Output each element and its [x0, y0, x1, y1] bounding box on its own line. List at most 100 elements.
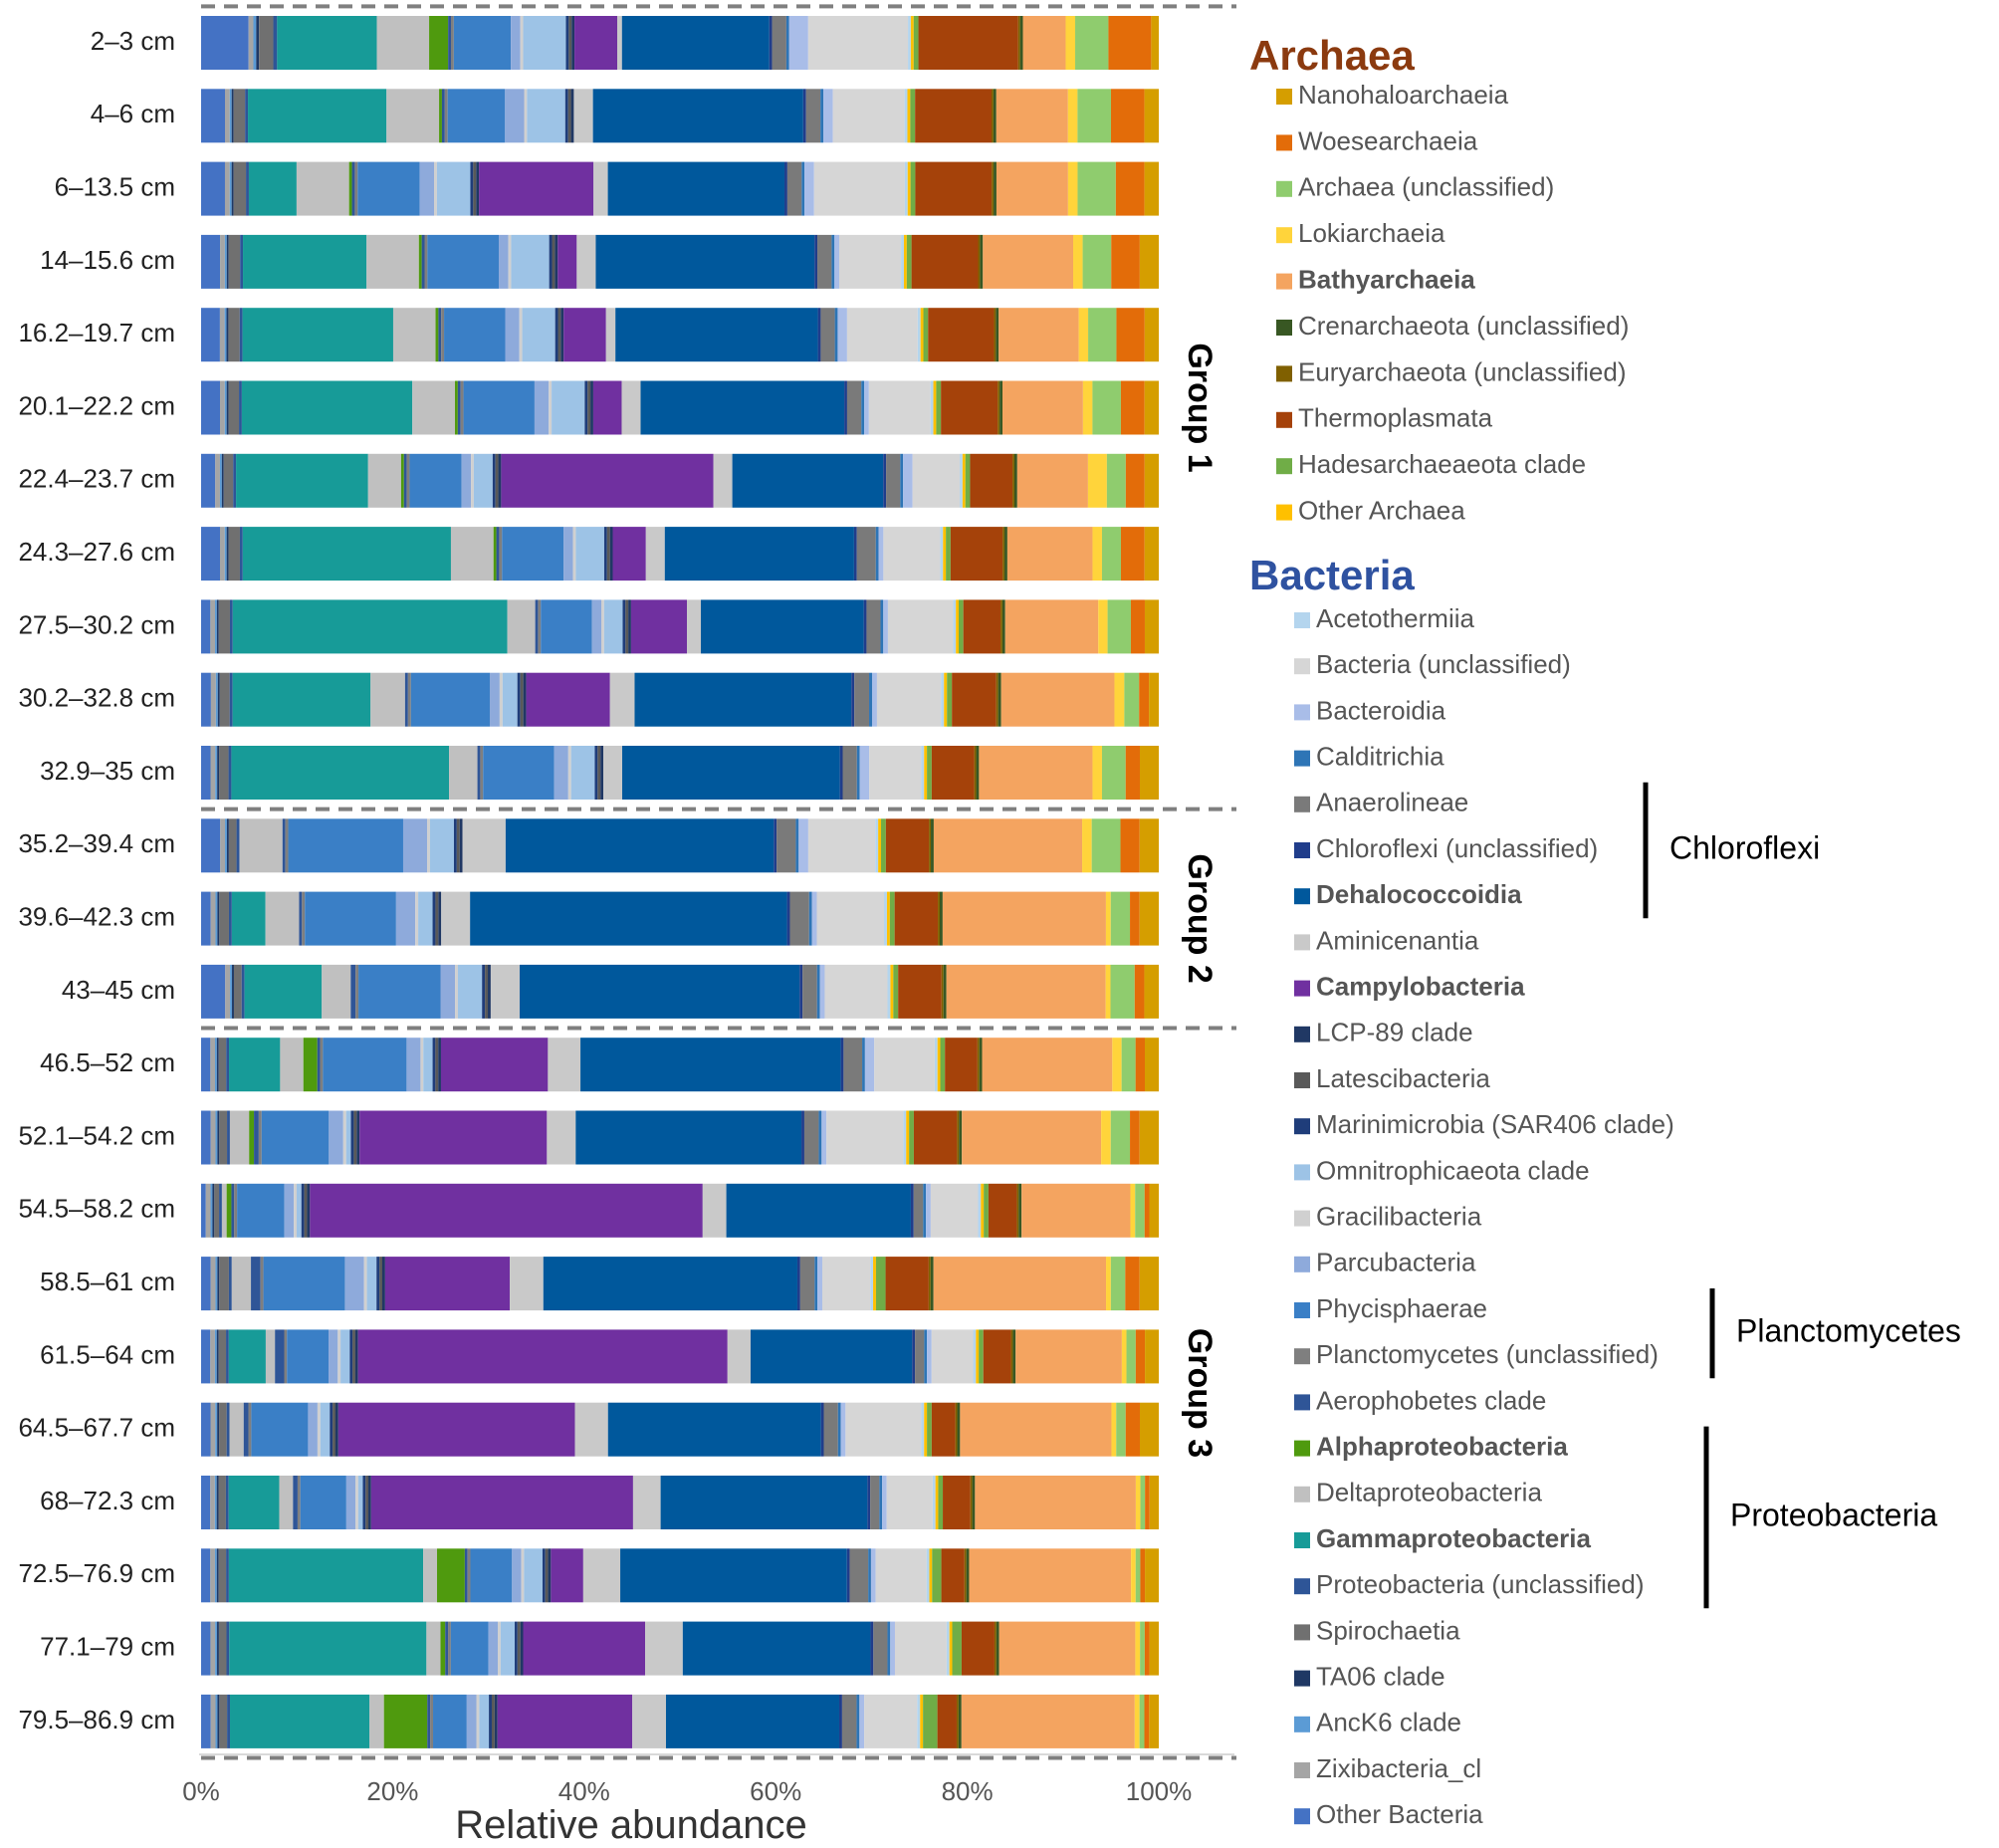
legend-swatch — [1294, 1164, 1310, 1181]
bar-segment — [560, 308, 564, 362]
bar-segment — [938, 1476, 944, 1529]
bar-segment — [958, 1694, 962, 1748]
bar-segment — [750, 1329, 913, 1384]
bar-segment — [226, 1402, 230, 1457]
bar-segment — [814, 1257, 818, 1311]
bar-segment — [496, 527, 500, 581]
bar-segment — [212, 1183, 215, 1238]
bar-row — [201, 308, 1159, 362]
bar-segment — [470, 891, 787, 946]
bar-segment — [921, 1402, 925, 1457]
bar-segment — [229, 1038, 281, 1092]
bar-segment — [201, 1402, 211, 1457]
bar-segment — [980, 234, 984, 289]
bar-segment — [959, 599, 964, 654]
bar-segment — [494, 1694, 498, 1748]
bar-segment — [970, 1476, 973, 1529]
bar-segment — [998, 380, 1000, 435]
bar-segment — [998, 672, 1001, 727]
legend-label: Thermoplasmata — [1298, 403, 1493, 433]
bar-segment — [333, 1402, 335, 1457]
legend-label: Bathyarchaeia — [1298, 264, 1475, 294]
bar-segment — [1144, 1621, 1150, 1676]
bar-segment — [1012, 453, 1014, 508]
bar-segment — [1120, 380, 1145, 435]
bar-segment — [918, 16, 1018, 70]
bar-segment — [564, 89, 568, 143]
bar-segment — [440, 964, 456, 1019]
bar-segment — [404, 672, 408, 727]
bar-segment — [218, 1038, 227, 1092]
bar-segment — [354, 161, 358, 216]
group-labels: Group 1 Group 2 Group 3 — [1181, 343, 1219, 1458]
bar-segment — [464, 1548, 468, 1603]
bar-segment — [453, 818, 457, 873]
bar-segment — [217, 1257, 220, 1311]
bar-segment — [844, 380, 847, 435]
bar-segment — [801, 161, 805, 216]
bar-segment — [884, 891, 887, 946]
bar-segment — [223, 453, 234, 508]
bar-segment — [253, 16, 257, 70]
bar-segment — [229, 1402, 244, 1457]
bar-segment — [218, 1548, 227, 1603]
bar-segment — [928, 1257, 931, 1311]
bar-row — [201, 234, 1159, 289]
bar-segment — [856, 527, 876, 581]
bar-segment — [284, 1329, 288, 1384]
bar-segment — [449, 746, 478, 800]
bar-segment — [228, 234, 241, 289]
bar-segment — [263, 1257, 345, 1311]
bar-segment — [228, 818, 237, 873]
bar-segment — [217, 746, 220, 800]
bar-segment — [226, 308, 229, 362]
bar-row — [201, 672, 1159, 727]
bar-segment — [912, 1329, 916, 1384]
bar-segment — [839, 746, 843, 800]
bar-segment — [265, 1329, 276, 1384]
y-tick-label: 58.5–61 cm — [40, 1267, 175, 1296]
bar-segment — [233, 89, 246, 143]
bar-segment — [307, 1183, 311, 1238]
bar-segment — [831, 234, 835, 289]
bar-segment — [1135, 1548, 1141, 1603]
bar-segment — [1018, 1183, 1022, 1238]
bar-segment — [1130, 1183, 1136, 1238]
bar-segment — [500, 1621, 516, 1676]
bar-segment — [499, 672, 503, 727]
bar-segment — [823, 89, 833, 143]
bar-segment — [1108, 16, 1152, 70]
bar-segment — [1112, 1038, 1122, 1092]
bar-segment — [427, 1694, 431, 1748]
bar-segment — [1126, 1329, 1136, 1384]
bar-segment — [225, 1476, 229, 1529]
bar-segment — [846, 1548, 850, 1603]
bar-segment — [913, 16, 919, 70]
bar-segment — [821, 1110, 827, 1165]
legend-label: TA06 clade — [1316, 1661, 1445, 1691]
bar-segment — [950, 527, 1003, 581]
bar-segment — [840, 1402, 846, 1457]
bar-segment — [242, 308, 393, 362]
bar-segment — [386, 89, 440, 143]
bar-segment — [845, 1402, 922, 1457]
bar-segment — [505, 818, 775, 873]
bar-segment — [201, 161, 225, 216]
bar-segment — [786, 891, 790, 946]
bar-segment — [376, 1257, 380, 1311]
bar-segment — [875, 1548, 927, 1603]
bar-segment — [429, 16, 449, 70]
bar-segment — [1139, 234, 1159, 289]
legend-swatch — [1294, 1624, 1310, 1641]
bar-segment — [582, 1548, 621, 1603]
bar-segment — [606, 527, 610, 581]
legend-label: Gracilibacteria — [1316, 1201, 1482, 1231]
bar-segment — [864, 1038, 875, 1092]
bar-segment — [933, 818, 1083, 873]
bar-segment — [867, 1476, 871, 1529]
bar-segment — [1016, 1183, 1019, 1238]
bar-segment — [999, 1621, 1136, 1676]
bar-segment — [592, 380, 622, 435]
bar-segment — [229, 1110, 250, 1165]
legend-swatch — [1294, 612, 1310, 628]
